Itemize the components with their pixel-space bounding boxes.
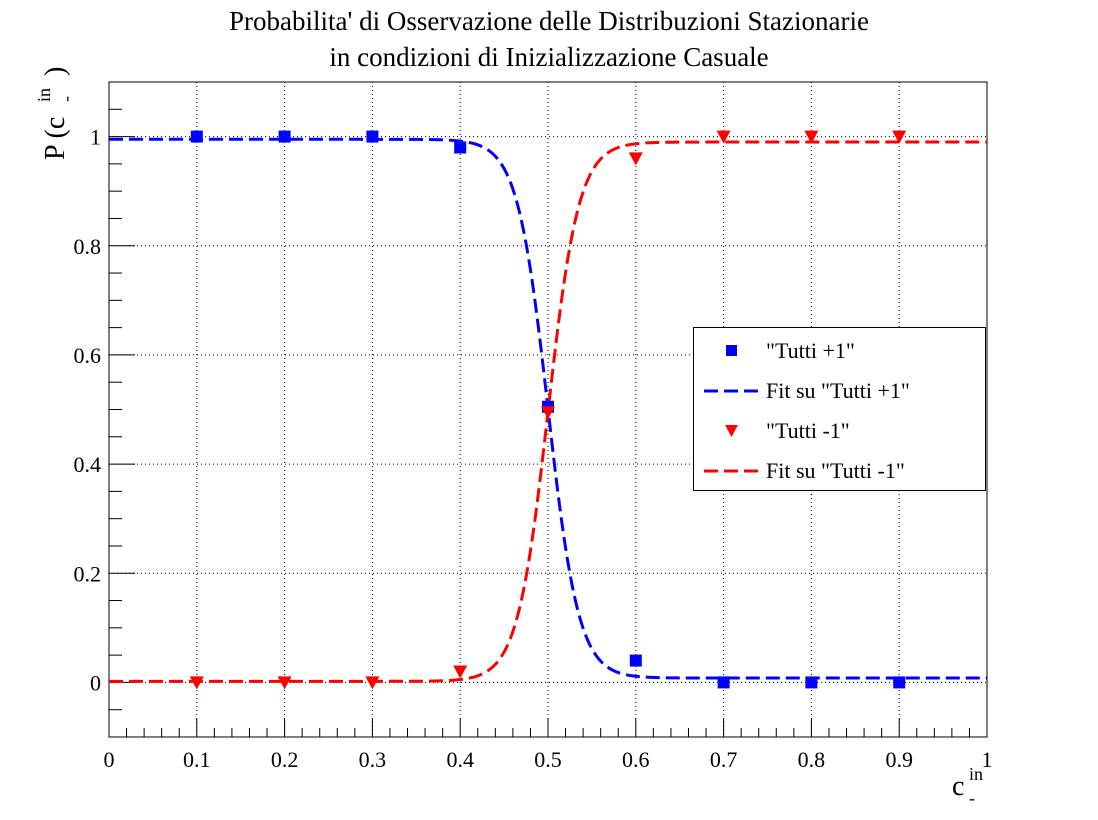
data-point-triangle xyxy=(892,130,907,144)
y-axis-label-sub: - xyxy=(56,96,76,102)
y-tick-label: 0.8 xyxy=(74,234,102,259)
x-axis-label-sup: in xyxy=(969,764,983,784)
y-axis-label: P (c in - ) xyxy=(34,67,76,160)
data-point-triangle xyxy=(365,676,380,690)
data-point-triangle xyxy=(804,130,819,144)
chart-title-line-2: in condizioni di Inizializzazione Casual… xyxy=(329,42,769,72)
data-point-square xyxy=(893,676,906,689)
legend-triangle-marker-icon xyxy=(725,425,738,437)
x-tick-label: 0.8 xyxy=(798,747,826,772)
legend-entry-tutti-plus-1: "Tutti +1" xyxy=(694,333,985,369)
y-tick-label: 0 xyxy=(90,670,101,695)
tick-labels: 0 0.1 0.2 0.3 0.4 0.5 0.6 0.7 0.8 0.9 1 0 0.2 0.4 0.6 0… xyxy=(74,125,993,772)
data-point-triangle xyxy=(277,676,292,690)
x-tick-label: 0.6 xyxy=(622,747,650,772)
legend-entry-tutti-minus-1: "Tutti -1" xyxy=(694,413,985,449)
data-point-triangle xyxy=(453,665,468,679)
data-point-square xyxy=(190,130,203,143)
data-point-square xyxy=(454,141,467,154)
y-axis-label-base: c xyxy=(40,117,71,129)
legend-square-marker-icon xyxy=(726,345,737,356)
x-tick-label: 0.3 xyxy=(359,747,387,772)
legend-label: Fit su "Tutti -1" xyxy=(766,458,905,483)
legend-entry-fit-tutti-plus-1: Fit su "Tutti +1" xyxy=(694,373,985,409)
x-tick-label: 0.7 xyxy=(710,747,738,772)
x-tick-label: 1 xyxy=(982,747,993,772)
y-tick-label: 0.6 xyxy=(74,343,102,368)
axis-ticks xyxy=(108,81,988,738)
legend-label: "Tutti -1" xyxy=(766,418,850,443)
data-point-triangle xyxy=(189,676,204,690)
data-point-triangle xyxy=(716,130,731,144)
y-axis-label-prefix: P ( xyxy=(40,129,71,160)
data-point-triangle xyxy=(628,152,643,166)
data-point-square xyxy=(805,676,818,689)
legend-dashed-line-blue-icon xyxy=(704,389,759,393)
chart-title-line-1: Probabilita' di Osservazione delle Distr… xyxy=(229,6,869,36)
y-tick-label: 0.4 xyxy=(74,452,102,477)
data-point-square xyxy=(717,676,730,689)
legend-dashed-line-red-icon xyxy=(704,469,759,473)
legend-label: "Tutti +1" xyxy=(766,338,855,363)
y-tick-label: 0.2 xyxy=(74,561,102,586)
svg-text:P (c: P (c xyxy=(40,117,71,160)
legend-entry-fit-tutti-minus-1: Fit su "Tutti -1" xyxy=(694,453,985,489)
data-point-triangle xyxy=(541,406,555,420)
data-point-square xyxy=(629,654,642,667)
x-axis-label-base: c xyxy=(952,771,964,802)
y-axis-label-suffix: ) xyxy=(40,67,71,76)
x-tick-label: 0.1 xyxy=(183,747,211,772)
x-tick-label: 0.2 xyxy=(271,747,299,772)
y-tick-label: 1 xyxy=(90,125,101,150)
x-tick-label: 0.9 xyxy=(885,747,913,772)
x-tick-label: 0.5 xyxy=(534,747,562,772)
x-axis-label: c xyxy=(952,771,964,802)
data-point-square xyxy=(366,130,379,143)
x-tick-label: 0.4 xyxy=(446,747,474,772)
y-axis-label-sup: in xyxy=(34,88,54,102)
chart-legend: "Tutti +1" Fit su "Tutti +1" "Tutti -1" … xyxy=(693,327,986,491)
data-points xyxy=(189,130,907,690)
x-axis-label-sub: - xyxy=(969,788,975,808)
x-tick-label: 0 xyxy=(104,747,115,772)
data-point-square xyxy=(278,130,291,143)
legend-label: Fit su "Tutti +1" xyxy=(766,378,910,403)
